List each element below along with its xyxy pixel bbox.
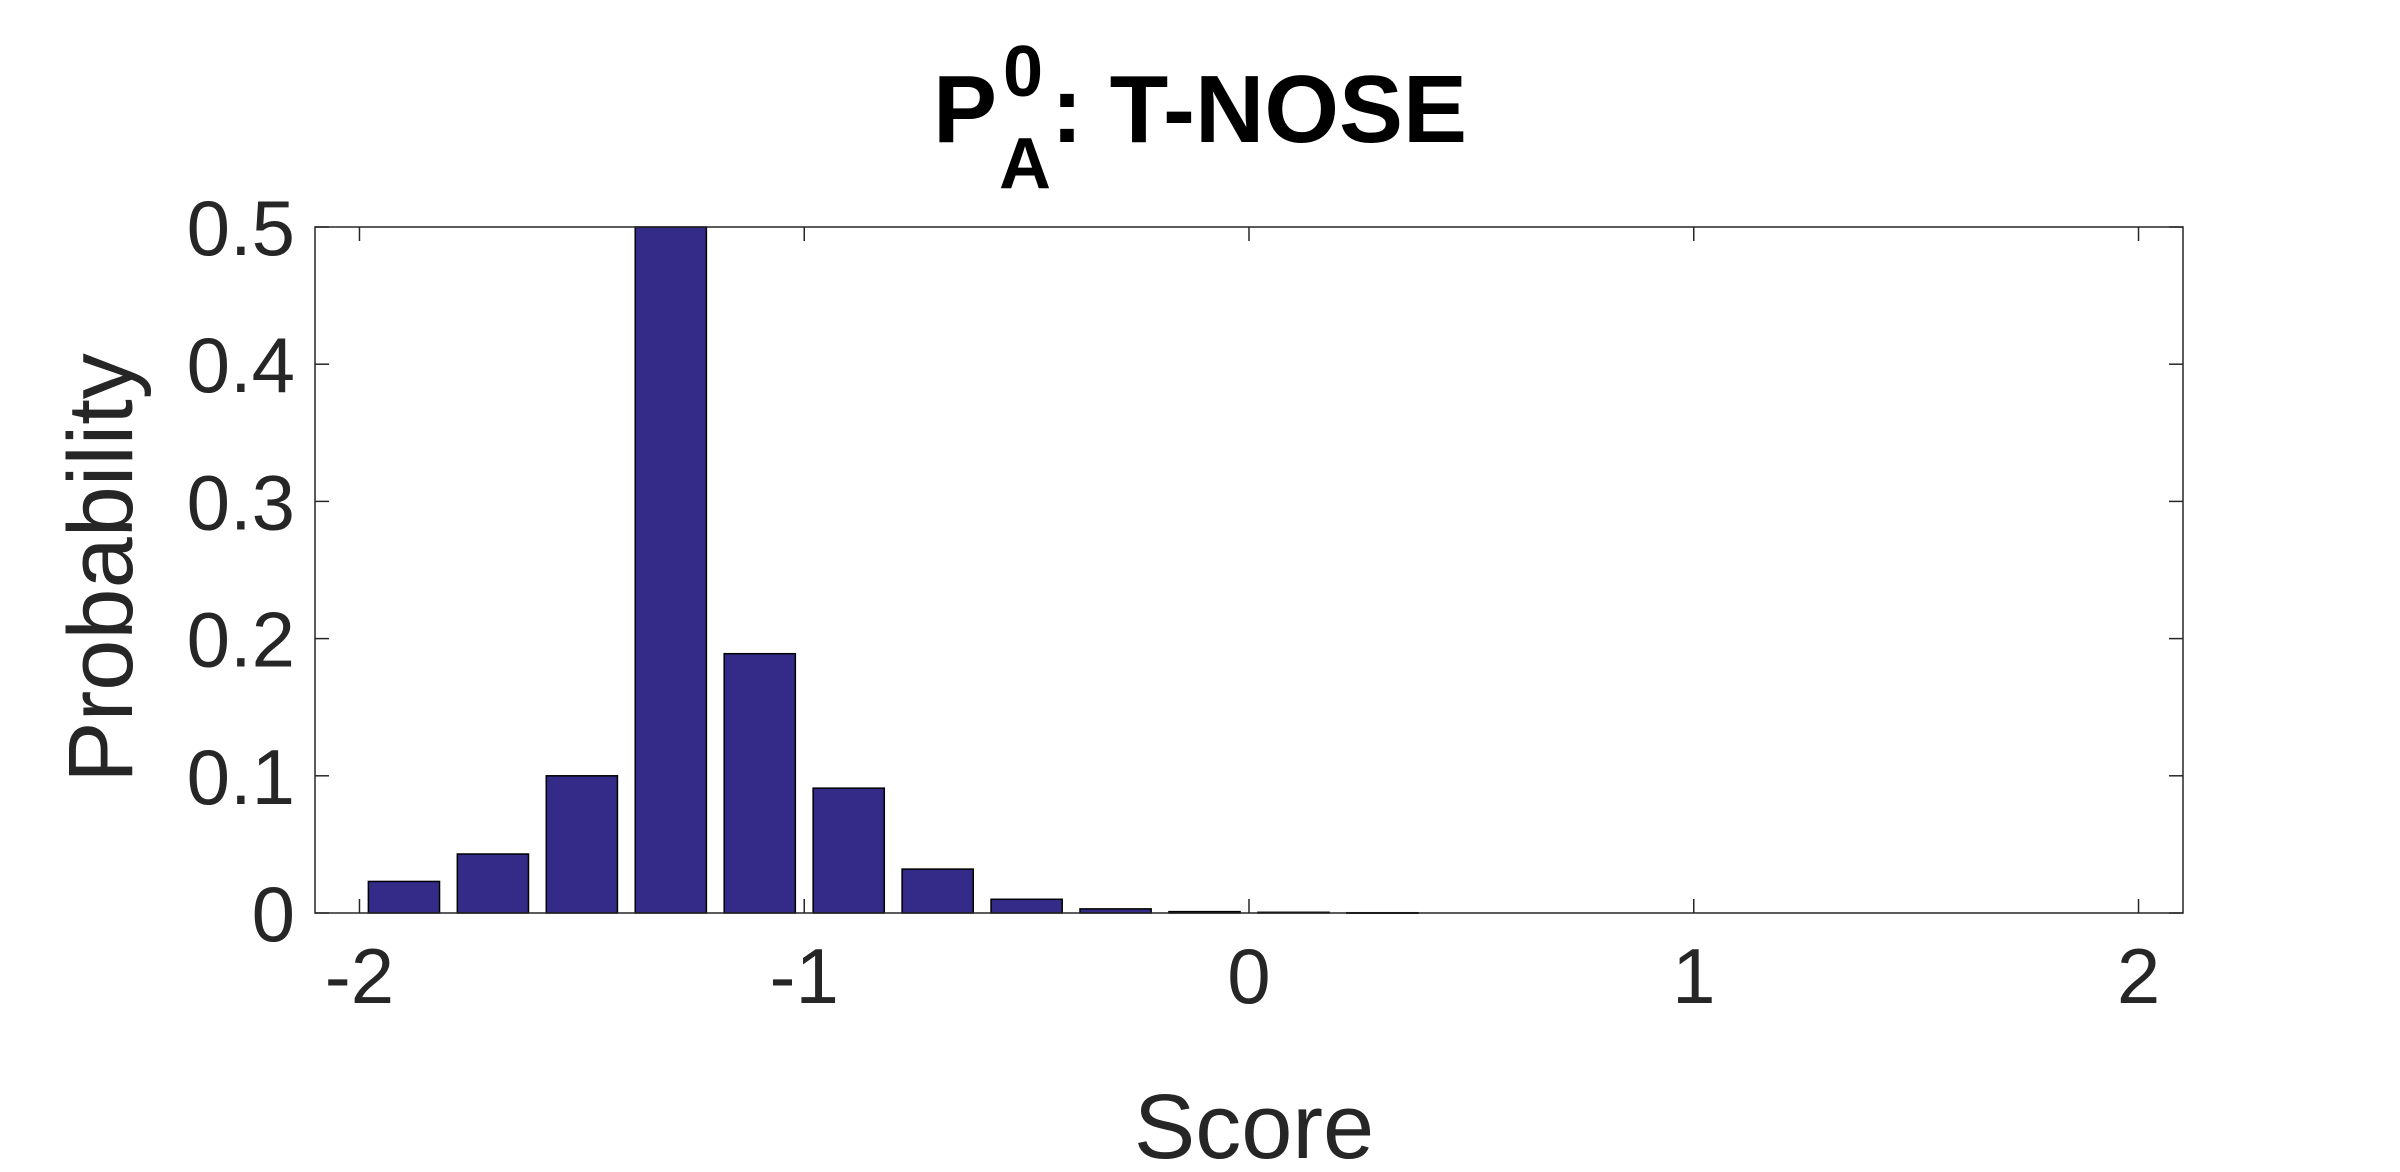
- y-tick-label: 0: [252, 870, 295, 958]
- histogram-bar: [723, 652, 797, 914]
- x-tick-label: -1: [770, 932, 839, 1020]
- y-tick-label: 0.3: [187, 458, 295, 546]
- histogram-bar: [545, 775, 619, 914]
- x-axis-label: Score: [1134, 1076, 1374, 1172]
- y-tick-label: 0.1: [187, 733, 295, 821]
- chart-title-rest: : T-NOSE: [1051, 56, 1467, 163]
- histogram-bar: [990, 898, 1063, 914]
- x-tick-label: 0: [1227, 932, 1270, 1020]
- x-tick-label: 1: [1672, 932, 1715, 1020]
- y-tick-label: 0.4: [187, 321, 295, 409]
- histogram-bar: [367, 880, 441, 914]
- x-tick-label: -2: [325, 932, 394, 1020]
- histogram-bar: [901, 868, 975, 914]
- chart-title-superscript: 0: [1003, 32, 1043, 112]
- histogram-bar: [812, 787, 886, 914]
- histogram-bar: [456, 853, 530, 914]
- histogram-bar: [634, 226, 708, 914]
- chart-title-subscript: A: [999, 124, 1051, 204]
- x-tick-label: 2: [2117, 932, 2160, 1020]
- y-axis-label: Probability: [50, 353, 152, 783]
- plot-area: -2 -1 0 1 2 0 0.1 0.2 0.3 0.4 0.5: [187, 184, 2184, 1020]
- y-tick-label: 0.2: [187, 596, 295, 684]
- chart-title: P0 A: T-NOSE: [933, 32, 1467, 204]
- chart-title-main: P: [933, 56, 997, 163]
- y-tick-label: 0.5: [187, 184, 295, 272]
